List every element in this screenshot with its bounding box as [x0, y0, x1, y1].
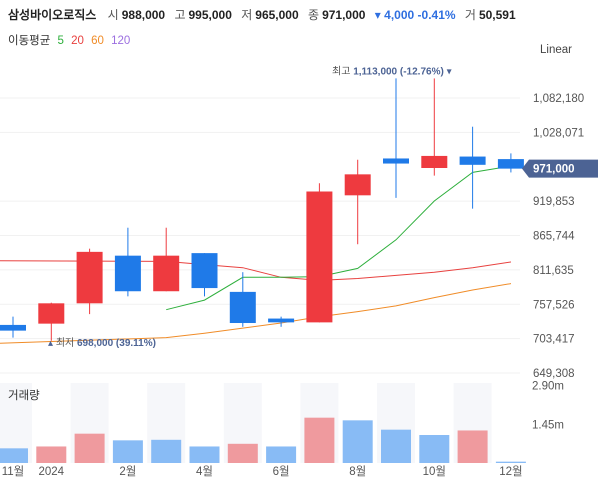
ma-20: 20	[71, 35, 84, 47]
volume-bar	[304, 417, 335, 463]
current-price-label: 971,000	[533, 164, 575, 176]
candle-body	[114, 255, 141, 292]
volume-bar	[381, 429, 411, 463]
close-value: 971,000	[322, 8, 366, 22]
candle-body	[459, 156, 486, 165]
x-axis-label: 2024	[39, 466, 65, 478]
volume-bar	[189, 446, 220, 463]
volume-panel-title: 거래량	[8, 390, 40, 402]
x-axis-label: 2월	[119, 465, 136, 478]
volume-bar	[0, 448, 28, 463]
low-label: 저	[241, 8, 253, 22]
candle-body	[344, 174, 371, 196]
volume-label: 거	[464, 8, 476, 22]
candle-body	[191, 253, 218, 289]
volume-bar	[112, 440, 143, 463]
volume-tick-label: 1.45m	[532, 419, 564, 431]
x-axis-label: 6월	[273, 465, 290, 478]
scale-toggle-button[interactable]: Linear	[540, 44, 572, 56]
candle-body	[383, 158, 409, 164]
low-value: 965,000	[255, 8, 299, 22]
volume-bar	[342, 420, 373, 463]
low-annotation: ▴ 최저 698,000 (39.11%)	[48, 337, 156, 349]
change-value: ▾ 4,000 -0.41%	[374, 8, 456, 22]
candle-body	[497, 159, 524, 169]
volume-bar	[227, 443, 258, 463]
ma-120: 120	[111, 35, 131, 47]
candle-body	[153, 255, 180, 292]
x-axis-label: 12월	[499, 465, 522, 478]
open-value: 988,000	[121, 8, 166, 22]
price-tick-label: 811,635	[533, 265, 574, 277]
x-axis-label: 11월	[2, 465, 25, 478]
volume-bar	[419, 435, 450, 463]
candle-body	[268, 318, 295, 323]
high-annotation: 최고 1,113,000 (-12.76%) ▾	[332, 65, 452, 77]
price-tick-label: 865,744	[533, 231, 575, 243]
x-axis-label: 10월	[423, 465, 446, 478]
ma60-line	[0, 283, 511, 344]
ma-60: 60	[91, 35, 104, 47]
candle-body	[229, 291, 256, 324]
close-label: 종	[308, 8, 320, 22]
volume-bar	[495, 461, 526, 463]
current-price-tag	[522, 159, 598, 178]
x-axis-label: 8월	[349, 465, 366, 478]
volume-bar	[74, 433, 105, 463]
high-label: 고	[174, 8, 186, 22]
volume-bar	[457, 430, 488, 463]
ma5-line	[166, 165, 511, 311]
candle-body	[0, 324, 26, 331]
volume-tick-label: 2.90m	[532, 381, 564, 393]
candle-body	[76, 251, 103, 304]
volume-value: 50,591	[478, 8, 516, 22]
price-tick-label: 649,308	[533, 368, 575, 380]
moving-average-legend[interactable]: 이동평균 5 20 60 120	[8, 32, 134, 48]
stock-name: 삼성바이오로직스	[8, 8, 97, 22]
open-label: 시	[107, 8, 119, 22]
candle-body	[421, 155, 448, 168]
volume-bar	[36, 446, 67, 463]
x-axis-label: 4월	[196, 465, 213, 478]
candle-body	[306, 191, 333, 323]
candle-body	[38, 303, 65, 324]
price-tick-label: 703,417	[533, 334, 575, 346]
ma-label: 이동평균	[8, 35, 51, 47]
price-tick-label: 1,028,071	[533, 127, 584, 139]
quote-header: 삼성바이오로직스 시 988,000 고 995,000 저 965,000 종 971…	[8, 6, 522, 24]
price-tick-label: 757,526	[533, 299, 575, 311]
price-tick-label: 919,853	[533, 196, 575, 208]
volume-bar	[151, 439, 182, 463]
price-tick-label: 1,082,180	[533, 93, 584, 105]
ma-5: 5	[57, 35, 64, 47]
high-value: 995,000	[188, 8, 232, 22]
volume-bar	[266, 446, 297, 463]
